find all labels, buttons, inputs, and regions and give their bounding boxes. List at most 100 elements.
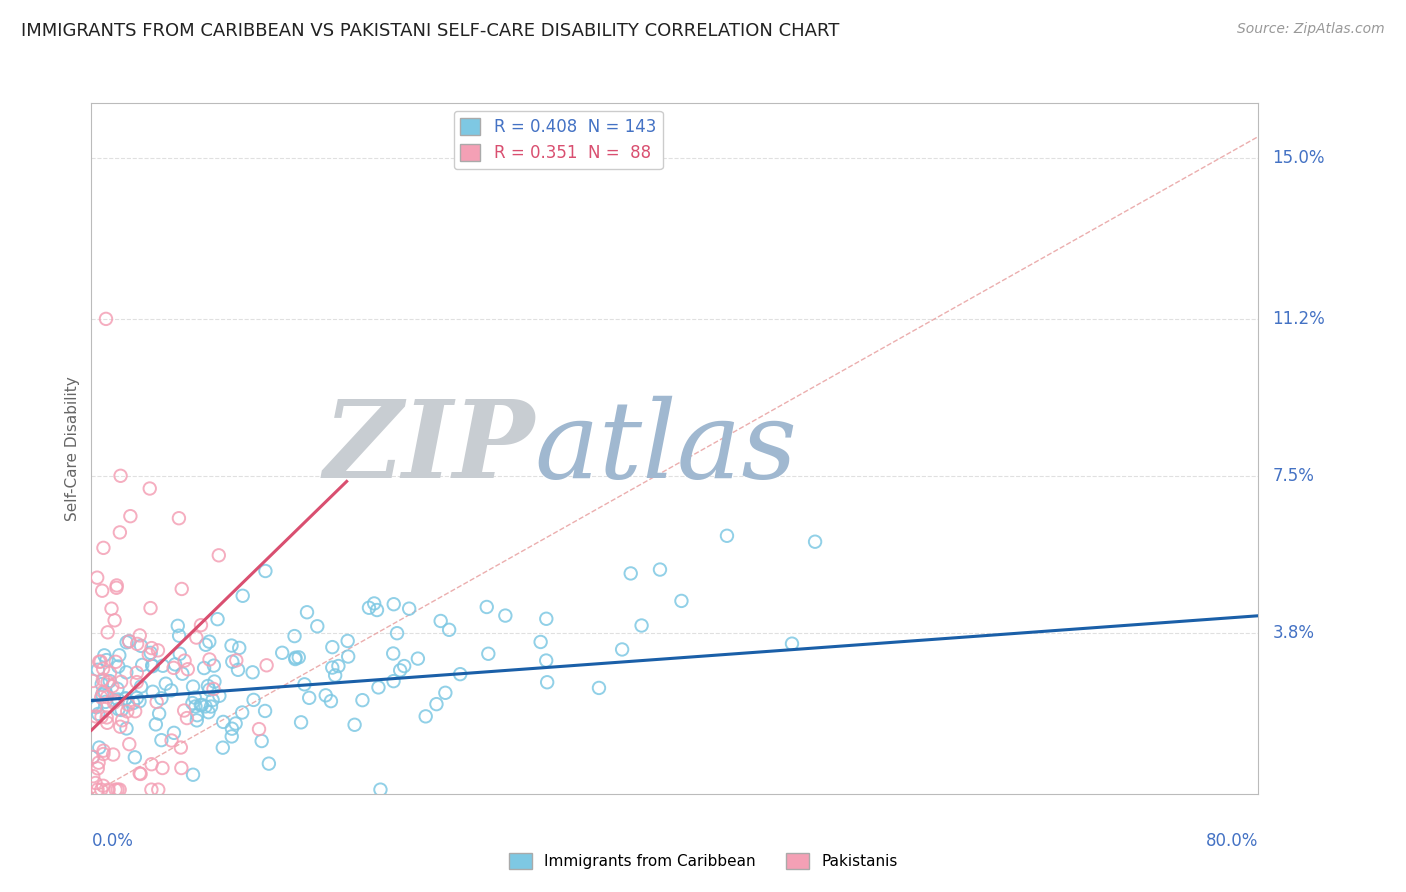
Point	[101, 679, 124, 693]
Point	[87, 756, 110, 770]
Point	[93, 747, 115, 761]
Point	[186, 708, 208, 723]
Point	[108, 525, 131, 540]
Point	[111, 713, 134, 727]
Point	[212, 714, 235, 729]
Point	[86, 571, 108, 585]
Point	[336, 634, 359, 648]
Point	[87, 663, 110, 677]
Point	[117, 698, 139, 712]
Point	[89, 740, 111, 755]
Point	[101, 747, 124, 762]
Text: atlas: atlas	[534, 396, 797, 500]
Point	[323, 668, 346, 682]
Point	[198, 682, 221, 697]
Point	[104, 613, 127, 627]
Point	[202, 658, 225, 673]
Text: 7.5%: 7.5%	[1272, 467, 1315, 484]
Point	[125, 665, 148, 680]
Point	[115, 635, 138, 649]
Point	[90, 710, 112, 724]
Point	[434, 686, 457, 700]
Point	[145, 717, 167, 731]
Point	[200, 699, 222, 714]
Point	[198, 652, 221, 666]
Point	[415, 709, 437, 723]
Point	[494, 608, 516, 623]
Point	[202, 681, 225, 696]
Point	[328, 659, 350, 673]
Point	[648, 563, 671, 577]
Point	[172, 666, 194, 681]
Point	[228, 640, 250, 655]
Point	[146, 643, 169, 657]
Point	[284, 650, 307, 665]
Point	[128, 628, 150, 642]
Point	[184, 690, 207, 705]
Point	[536, 675, 558, 690]
Point	[128, 766, 150, 780]
Point	[287, 650, 309, 665]
Point	[671, 594, 693, 608]
Text: 3.8%: 3.8%	[1272, 624, 1315, 641]
Point	[96, 710, 118, 724]
Point	[204, 674, 226, 689]
Point	[150, 691, 173, 706]
Point	[221, 730, 243, 744]
Point	[96, 653, 118, 667]
Point	[93, 744, 115, 758]
Point	[160, 733, 183, 747]
Point	[190, 618, 212, 632]
Point	[363, 597, 385, 611]
Point	[170, 582, 193, 596]
Point	[105, 578, 128, 592]
Point	[141, 757, 163, 772]
Point	[82, 769, 104, 783]
Text: 0.0%: 0.0%	[91, 832, 134, 850]
Point	[94, 695, 117, 709]
Point	[82, 749, 104, 764]
Point	[181, 768, 204, 782]
Point	[170, 761, 193, 775]
Point	[89, 655, 111, 669]
Point	[176, 711, 198, 725]
Point	[165, 657, 187, 672]
Point	[620, 566, 643, 581]
Point	[392, 659, 415, 673]
Point	[167, 511, 190, 525]
Point	[108, 782, 131, 797]
Point	[107, 702, 129, 716]
Point	[191, 698, 214, 712]
Point	[105, 681, 128, 696]
Point	[257, 756, 280, 771]
Text: 15.0%: 15.0%	[1272, 149, 1324, 167]
Point	[148, 706, 170, 721]
Point	[115, 665, 138, 680]
Point	[242, 665, 264, 680]
Point	[169, 647, 191, 661]
Point	[194, 638, 217, 652]
Point	[406, 651, 429, 665]
Point	[118, 634, 141, 648]
Point	[398, 601, 420, 615]
Point	[193, 661, 215, 675]
Y-axis label: Self-Care Disability: Self-Care Disability	[65, 376, 80, 521]
Point	[475, 599, 498, 614]
Point	[138, 482, 162, 496]
Point	[139, 646, 162, 660]
Point	[148, 782, 170, 797]
Point	[120, 509, 142, 524]
Point	[118, 737, 141, 751]
Point	[82, 750, 104, 764]
Point	[167, 629, 190, 643]
Point	[139, 601, 162, 615]
Point	[177, 662, 200, 676]
Point	[91, 583, 114, 598]
Point	[298, 690, 321, 705]
Point	[307, 619, 329, 633]
Point	[370, 782, 392, 797]
Point	[382, 647, 405, 661]
Point	[82, 673, 104, 688]
Point	[127, 637, 149, 651]
Point	[125, 690, 148, 705]
